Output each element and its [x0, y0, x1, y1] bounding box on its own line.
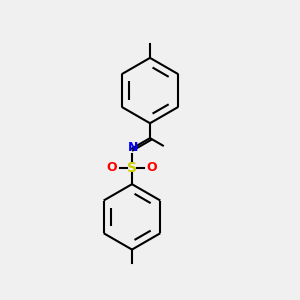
Text: O: O — [107, 161, 117, 174]
Text: N: N — [128, 140, 139, 154]
Text: S: S — [127, 161, 137, 175]
Text: O: O — [147, 161, 157, 174]
